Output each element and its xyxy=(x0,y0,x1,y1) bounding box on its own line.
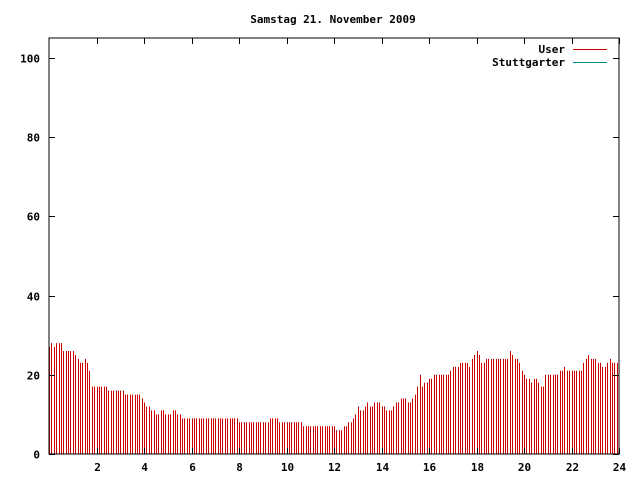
x-tick-label: 18 xyxy=(471,461,484,474)
x-tick-label: 12 xyxy=(328,461,341,474)
x-tick-label: 20 xyxy=(518,461,531,474)
legend-label: User xyxy=(539,43,566,56)
x-tick-label: 14 xyxy=(376,461,390,474)
x-tick-label: 6 xyxy=(189,461,196,474)
x-tick-label: 2 xyxy=(94,461,101,474)
plot-area-frame xyxy=(48,37,620,455)
y-tick-label: 20 xyxy=(27,370,40,383)
x-tick-label: 8 xyxy=(236,461,243,474)
legend-label: Stuttgarter xyxy=(492,56,565,69)
y-tick-label: 0 xyxy=(33,449,40,462)
y-tick-label: 60 xyxy=(27,211,40,224)
x-tick-label: 4 xyxy=(141,461,148,474)
y-tick-label: 100 xyxy=(20,53,40,66)
y-tick-label: 40 xyxy=(27,291,40,304)
y-tick-label: 80 xyxy=(27,132,40,145)
x-tick-label: 16 xyxy=(423,461,437,474)
bars-user xyxy=(49,343,618,454)
chart-title: Samstag 21. November 2009 xyxy=(250,13,416,26)
x-tick-label: 10 xyxy=(281,461,294,474)
x-tick-label: 24 xyxy=(613,461,627,474)
x-tick-label: 22 xyxy=(566,461,579,474)
